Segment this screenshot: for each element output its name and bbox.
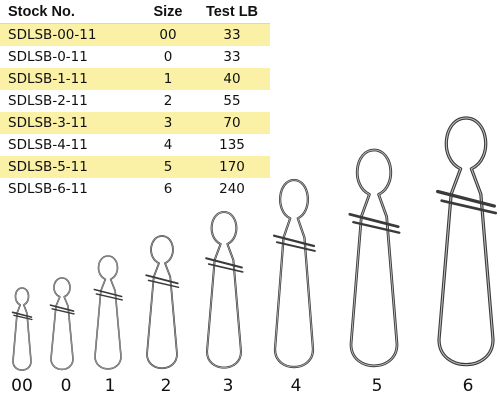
cell-size: 3: [163, 115, 173, 131]
snap-latch: [49, 304, 75, 312]
cell-size: 6: [163, 181, 173, 197]
table-row: SDLSB-0-11 0 33: [0, 46, 270, 68]
table-row: SDLSB-1-11 1 40: [0, 68, 270, 90]
cell-stock: SDLSB-4-11: [8, 137, 88, 153]
cell-test: 240: [219, 181, 245, 197]
snap-highlight: [274, 179, 314, 368]
snap-label-5: 5: [371, 376, 383, 396]
snap-2: [145, 235, 180, 369]
snap-latch: [145, 274, 179, 285]
cell-size: 00: [159, 27, 177, 43]
snap-label-0: 0: [60, 376, 72, 396]
cell-stock: SDLSB-6-11: [8, 181, 88, 197]
snap-latch-lower: [275, 241, 316, 252]
snap-label-00: 00: [11, 376, 33, 396]
snap-latch-lower: [352, 220, 401, 234]
snap-latch: [348, 212, 400, 229]
table-header: Stock No. Size Test LB: [0, 0, 270, 24]
snap-highlight: [50, 277, 74, 370]
snap-latch: [436, 189, 496, 208]
spec-table: Stock No. Size Test LB SDLSB-00-11 00 33…: [0, 0, 270, 200]
cell-stock: SDLSB-00-11: [8, 27, 97, 43]
snap-label-3: 3: [222, 376, 234, 396]
header-stock-no: Stock No.: [8, 4, 75, 20]
snap-latch-lower: [207, 263, 244, 273]
table-row: SDLSB-3-11 3 70: [0, 112, 270, 134]
snap-latch: [205, 257, 243, 269]
cell-test: 55: [223, 93, 241, 109]
table-row: SDLSB-00-11 00 33: [0, 24, 270, 46]
snap-highlight: [94, 255, 122, 370]
header-test-lb: Test LB: [205, 4, 259, 20]
cell-stock: SDLSB-5-11: [8, 159, 88, 175]
table-row: SDLSB-6-11 6 240: [0, 178, 270, 200]
table-row: SDLSB-5-11 5 170: [0, 156, 270, 178]
snap-6: [436, 116, 498, 367]
snap-label-1: 1: [104, 376, 116, 396]
header-size: Size: [153, 4, 183, 20]
cell-test: 33: [223, 27, 241, 43]
snap-label-4: 4: [290, 376, 302, 396]
snap-latch-lower: [51, 308, 75, 315]
snap-highlight: [206, 211, 242, 368]
snap-5: [348, 148, 401, 368]
snap-latch: [11, 311, 33, 318]
snap-label-6: 6: [462, 376, 474, 396]
snap-latch-lower: [13, 314, 33, 321]
table-row: SDLSB-2-11 2 55: [0, 90, 270, 112]
snap-latch-lower: [147, 279, 180, 289]
snap-highlight: [146, 235, 178, 369]
cell-test: 33: [223, 49, 241, 65]
cell-stock: SDLSB-3-11: [8, 115, 88, 131]
table-row: SDLSB-4-11 4 135: [0, 134, 270, 156]
cell-test: 170: [219, 159, 245, 175]
snap-label-2: 2: [160, 376, 172, 396]
cell-test: 135: [219, 137, 245, 153]
snap-highlight: [438, 117, 494, 365]
cell-size: 1: [163, 71, 173, 87]
snap-latch: [272, 234, 316, 248]
snap-latch-lower: [95, 293, 124, 301]
snap-4: [272, 178, 316, 369]
cell-size: 5: [163, 159, 173, 175]
snap-1: [93, 255, 124, 370]
cell-stock: SDLSB-1-11: [8, 71, 88, 87]
cell-stock: SDLSB-0-11: [8, 49, 88, 65]
snap-latch-lower: [440, 199, 498, 215]
cell-test: 40: [223, 71, 241, 87]
snap-latch: [93, 288, 123, 298]
snap-0: [49, 277, 75, 371]
snap-00: [11, 287, 33, 371]
cell-stock: SDLSB-2-11: [8, 93, 88, 109]
snap-3: [205, 210, 244, 369]
snap-highlight: [12, 287, 32, 371]
snap-highlight: [350, 149, 398, 367]
cell-size: 4: [163, 137, 173, 153]
cell-size: 0: [163, 49, 173, 65]
cell-test: 70: [223, 115, 241, 131]
cell-size: 2: [163, 93, 173, 109]
